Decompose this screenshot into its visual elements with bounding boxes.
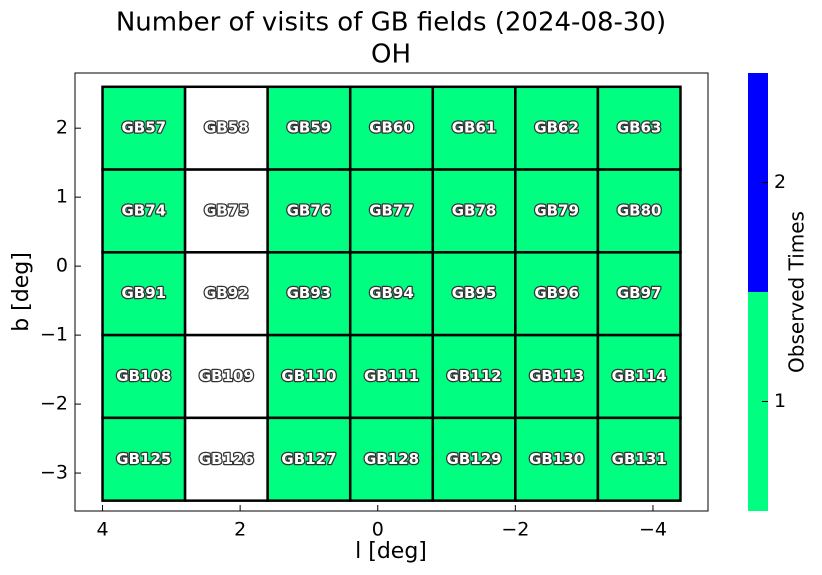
cell [514,416,600,502]
cell [431,168,517,254]
cell-label: GB126 [199,450,254,468]
cell-label: GB114 [612,367,667,385]
x-axis-label: l [deg] [355,539,427,564]
cell-label: GB109 [199,367,254,385]
colorbar-tick-label: 1 [774,390,786,412]
cell [266,168,352,254]
cell-label: GB108 [116,367,171,385]
axes-frame [74,72,709,512]
cell-label: GB91 [121,284,166,302]
cell-label: GB80 [617,201,662,219]
cell-label: GB94 [369,284,414,302]
x-tick-label: 2 [234,519,246,541]
colorbar-tick-label: 2 [774,171,786,193]
cell-label: GB111 [364,367,419,385]
y-tick-label: −3 [40,462,68,484]
cell-label: GB74 [121,201,166,219]
y-tick-label: 2 [56,117,68,139]
x-tick-label: 0 [372,519,384,541]
cell-label: GB112 [447,367,502,385]
chart-subtitle: OH [371,40,411,70]
cell-label: GB93 [287,284,332,302]
cell-label: GB95 [452,284,497,302]
cell [266,251,352,337]
cell-label: GB61 [452,119,497,137]
cell [183,333,269,420]
colorbar-segment [748,292,768,511]
cell [183,85,269,171]
cell-label: GB129 [447,450,502,468]
cell-label: GB75 [204,201,249,219]
cell [266,416,352,502]
cell-label: GB79 [534,201,579,219]
cell [183,251,269,337]
cell-label: GB92 [204,284,249,302]
cell-label: GB58 [204,119,249,137]
y-tick-label: 1 [56,186,68,208]
cell-label: GB60 [369,119,414,137]
cell [101,85,187,171]
cell-label: GB78 [452,201,497,219]
cell-label: GB77 [369,201,414,219]
cell [431,251,517,337]
cell [596,416,682,502]
cell-label: GB130 [529,450,584,468]
cell [514,251,600,337]
cell-label: GB127 [281,450,336,468]
x-tick-label: −2 [501,519,529,541]
cell-label: GB96 [534,284,579,302]
y-axis-label: b [deg] [9,252,34,332]
y-tick-label: −2 [40,393,68,415]
cell-label: GB113 [529,367,584,385]
y-tick-label: 0 [56,255,68,277]
cell-label: GB131 [612,450,667,468]
cell [514,85,600,171]
cell [514,333,600,420]
x-tick-label: −4 [639,519,667,541]
cell-label: GB59 [287,119,332,137]
cell [101,168,187,254]
cell-label: GB110 [281,367,336,385]
y-tick-label: −1 [40,324,68,346]
cell-label: GB97 [617,284,662,302]
cell [596,168,682,254]
cell-label: GB62 [534,119,579,137]
colorbar-segment [748,73,768,292]
colorbar-label: Observed Times [785,211,809,373]
cell [101,416,187,502]
cell-label: GB128 [364,450,419,468]
cell-label: GB57 [121,119,166,137]
cell [101,333,187,420]
chart-title: Number of visits of GB fields (2024-08-3… [116,8,666,38]
x-tick-label: 4 [96,519,108,541]
cell-label: GB63 [617,119,662,137]
cell [596,251,682,337]
cell-label: GB125 [116,450,171,468]
cell-label: GB76 [287,201,332,219]
